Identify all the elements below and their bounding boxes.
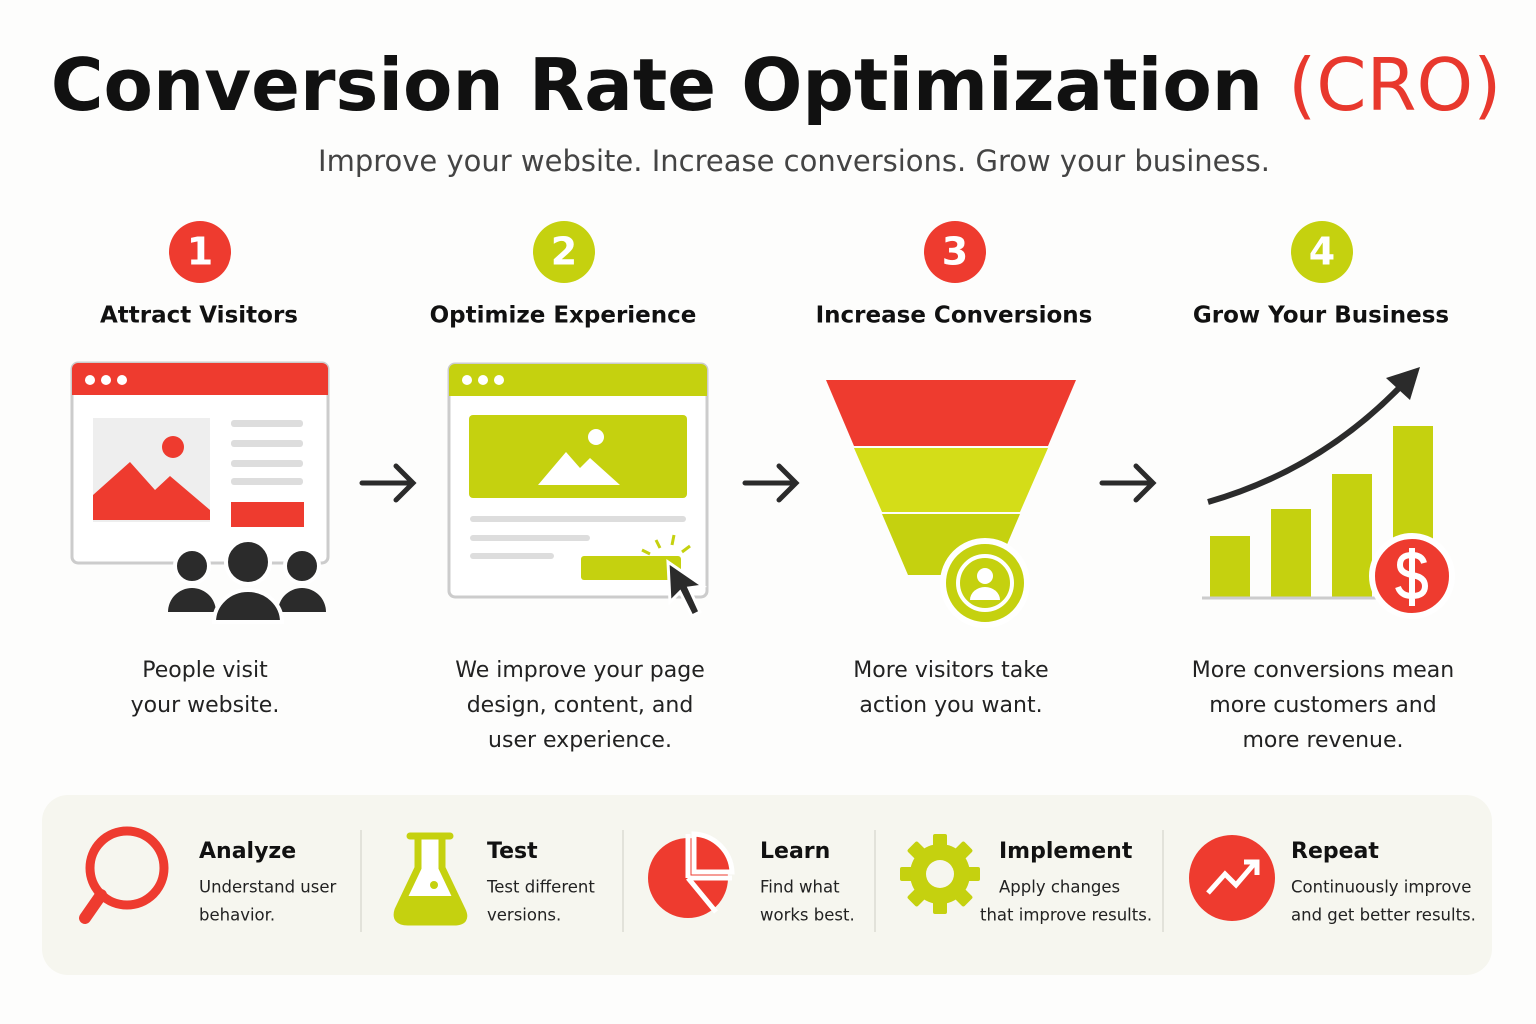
test-icon xyxy=(393,832,468,926)
step-badge xyxy=(533,221,595,283)
step-badge xyxy=(169,221,231,283)
step-badge xyxy=(1291,221,1353,283)
step-title: Attract Visitors xyxy=(100,303,298,329)
step2-illustration xyxy=(447,362,709,619)
cycle-title: Test xyxy=(487,839,538,864)
cycle-description: versions. xyxy=(487,906,561,925)
repeat-icon xyxy=(1189,835,1275,921)
cycle-title: Implement xyxy=(999,839,1133,864)
title: Conversion Rate Optimization (CRO) xyxy=(51,43,1502,127)
cycle-description: that improve results. xyxy=(980,906,1152,925)
cycle-panel xyxy=(42,795,1492,975)
cycle-description: behavior. xyxy=(199,906,275,925)
step-title: Grow Your Business xyxy=(1193,303,1449,329)
step-description: More conversions mean xyxy=(1192,658,1454,683)
cycle-title: Learn xyxy=(760,839,830,864)
step-description: more customers and xyxy=(1209,693,1436,718)
title-main: Conversion Rate Optimization xyxy=(51,43,1263,127)
step-description: We improve your page xyxy=(455,658,704,683)
cycle-title: Repeat xyxy=(1291,839,1379,864)
subtitle: Improve your website. Increase conversio… xyxy=(318,144,1270,178)
step3-illustration xyxy=(826,380,1076,628)
step-number: 2 xyxy=(551,230,577,274)
title-accent: (CRO) xyxy=(1288,43,1501,127)
step4-illustration xyxy=(1202,367,1455,619)
step-description: People visit xyxy=(142,658,268,683)
step-description: user experience. xyxy=(488,728,672,753)
step-description: your website. xyxy=(131,693,280,718)
step1-illustration xyxy=(70,361,330,624)
cycle-description: works best. xyxy=(760,906,855,925)
learn-icon xyxy=(648,831,735,918)
step-title: Optimize Experience xyxy=(430,303,697,329)
cycle-description: Continuously improve xyxy=(1291,878,1471,897)
step-badge xyxy=(924,221,986,283)
step-number: 4 xyxy=(1309,230,1335,274)
step-title: Increase Conversions xyxy=(816,303,1093,329)
analyze-icon xyxy=(79,826,169,924)
cycle-description: Test different xyxy=(486,878,595,897)
cycle-description: Understand user xyxy=(199,878,337,897)
implement-icon xyxy=(900,834,980,914)
arrows xyxy=(359,463,1157,503)
cycle-description: Apply changes xyxy=(999,878,1120,897)
step-description: action you want. xyxy=(859,693,1042,718)
dividers xyxy=(360,830,1164,932)
step-number: 1 xyxy=(187,230,213,274)
step-description: more revenue. xyxy=(1242,728,1403,753)
cycle-title: Analyze xyxy=(199,839,296,864)
step-description: More visitors take xyxy=(853,658,1048,683)
step-description: design, content, and xyxy=(467,693,694,718)
cycle-description: Find what xyxy=(760,878,840,897)
cycle-description: and get better results. xyxy=(1291,906,1476,925)
step-number: 3 xyxy=(942,230,968,274)
